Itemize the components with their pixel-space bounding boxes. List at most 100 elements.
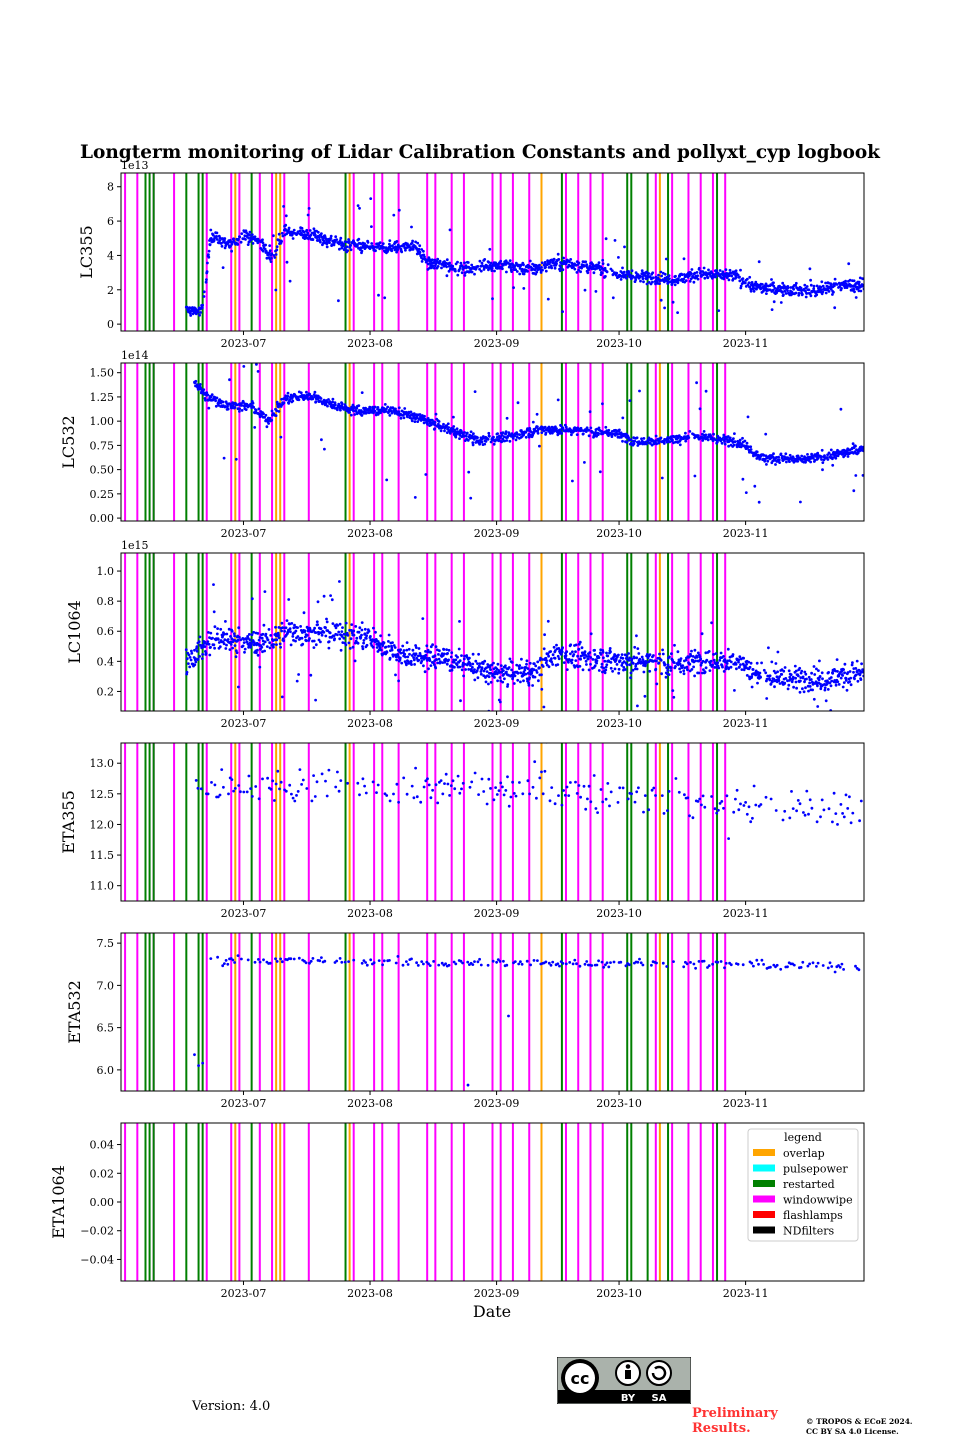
- data-point: [648, 669, 652, 673]
- data-point: [794, 676, 797, 680]
- data-point: [201, 303, 205, 307]
- data-point: [447, 269, 451, 273]
- data-point: [752, 289, 756, 293]
- data-point: [286, 391, 290, 395]
- data-point: [684, 658, 688, 662]
- data-point: [583, 656, 586, 660]
- data-point: [382, 641, 386, 645]
- data-point: [468, 656, 471, 660]
- data-point: [739, 284, 743, 288]
- data-point: [402, 649, 406, 652]
- data-point: [630, 269, 634, 273]
- data-point: [846, 455, 850, 458]
- data-point: [217, 404, 221, 407]
- data-point: [683, 666, 687, 670]
- data-point: [820, 280, 824, 284]
- data-point: [811, 456, 815, 460]
- data-point: [347, 641, 351, 645]
- data-point: [645, 442, 648, 446]
- data-point: [502, 673, 506, 676]
- data-point: [316, 623, 319, 626]
- data-point: [813, 673, 817, 676]
- data-point: [504, 432, 508, 436]
- data-point: [621, 266, 624, 270]
- data-point: [340, 635, 344, 638]
- data-point: [313, 626, 316, 630]
- data-point: [355, 406, 359, 410]
- data-point: [209, 228, 213, 232]
- data-point: [642, 437, 646, 440]
- data-point: [445, 265, 448, 269]
- data-point: [248, 638, 252, 642]
- data-point: [261, 632, 265, 636]
- panel-frame: [120, 552, 865, 712]
- data-point: [776, 670, 779, 674]
- data-point: [456, 774, 460, 778]
- data-point: [794, 669, 798, 673]
- data-point: [830, 679, 834, 683]
- data-point: [798, 802, 802, 806]
- data-point: [305, 390, 308, 394]
- data-point: [659, 658, 663, 662]
- data-point: [217, 641, 221, 644]
- data-point: [339, 779, 343, 782]
- data-point: [572, 265, 575, 269]
- data-point: [827, 451, 831, 455]
- data-point: [477, 793, 480, 796]
- data-point: [288, 783, 292, 787]
- data-point: [609, 666, 613, 670]
- data-point: [829, 448, 833, 452]
- data-point: [189, 311, 192, 315]
- data-point: [634, 278, 638, 282]
- data-point: [311, 397, 315, 401]
- data-point: [243, 647, 247, 651]
- data-point: [447, 648, 451, 652]
- data-point: [326, 404, 329, 408]
- data-point: [697, 671, 701, 675]
- data-point: [207, 642, 211, 646]
- data-point: [597, 261, 601, 264]
- data-point: [239, 240, 243, 244]
- data-point: [750, 281, 754, 284]
- data-point: [218, 239, 222, 243]
- data-point: [342, 636, 346, 640]
- data-point: [836, 680, 840, 684]
- data-point: [383, 296, 387, 300]
- data-point: [196, 310, 200, 314]
- data-point: [268, 416, 272, 420]
- data-point: [677, 790, 681, 794]
- data-point: [433, 654, 437, 658]
- data-point: [751, 668, 755, 671]
- data-point: [700, 803, 703, 807]
- data-point: [829, 453, 833, 457]
- data-point: [262, 623, 266, 627]
- data-point: [485, 670, 489, 673]
- data-point: [552, 645, 556, 649]
- data-point: [819, 687, 823, 691]
- data-point: [544, 656, 548, 660]
- data-point: [769, 682, 773, 685]
- data-point: [511, 263, 515, 267]
- data-point: [709, 659, 713, 663]
- data-point: [742, 804, 746, 807]
- data-point: [209, 631, 213, 635]
- data-point: [701, 794, 705, 798]
- data-points: [184, 197, 864, 317]
- data-point: [392, 653, 396, 657]
- data-point: [706, 438, 710, 442]
- data-point: [635, 634, 638, 638]
- x-tick-label: 2023-11: [723, 527, 769, 540]
- data-point: [643, 664, 647, 668]
- data-point: [693, 674, 696, 678]
- data-point: [819, 455, 823, 458]
- data-point: [185, 670, 189, 674]
- data-point: [717, 666, 721, 670]
- data-point: [462, 657, 466, 661]
- data-point: [671, 438, 674, 442]
- data-point: [361, 645, 364, 648]
- data-point: [666, 668, 670, 672]
- logbook-event-lines: [124, 743, 727, 901]
- data-point: [725, 794, 729, 798]
- data-point: [698, 655, 702, 659]
- data-point: [248, 233, 252, 237]
